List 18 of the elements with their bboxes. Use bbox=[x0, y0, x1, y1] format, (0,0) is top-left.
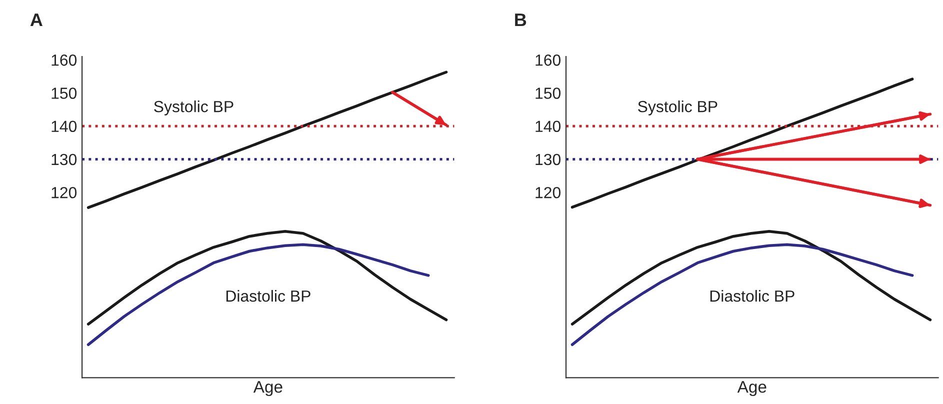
y-tick-label: 140 bbox=[536, 120, 561, 132]
annotation: Systolic BP bbox=[638, 100, 718, 116]
y-tick-label: 150 bbox=[536, 88, 561, 99]
y-tick-label: 120 bbox=[536, 186, 561, 198]
y-tick-label: 160 bbox=[536, 54, 561, 66]
x-axis-title: Age bbox=[253, 381, 282, 396]
annotation: Diastolic BP bbox=[226, 290, 310, 302]
y-tick-label: 120 bbox=[52, 186, 77, 198]
annotation: Systolic BP bbox=[154, 100, 234, 116]
chart-title: A bbox=[30, 14, 42, 26]
chart-title: B bbox=[515, 14, 526, 26]
y-tick-label: 130 bbox=[52, 154, 77, 166]
y-tick-label: 140 bbox=[52, 120, 77, 132]
x-axis-title: Age bbox=[737, 381, 766, 396]
y-tick-label: 160 bbox=[52, 54, 77, 66]
y-tick-label: 130 bbox=[536, 154, 561, 166]
y-tick-label: 150 bbox=[52, 88, 77, 99]
annotation: Diastolic BP bbox=[710, 290, 794, 302]
